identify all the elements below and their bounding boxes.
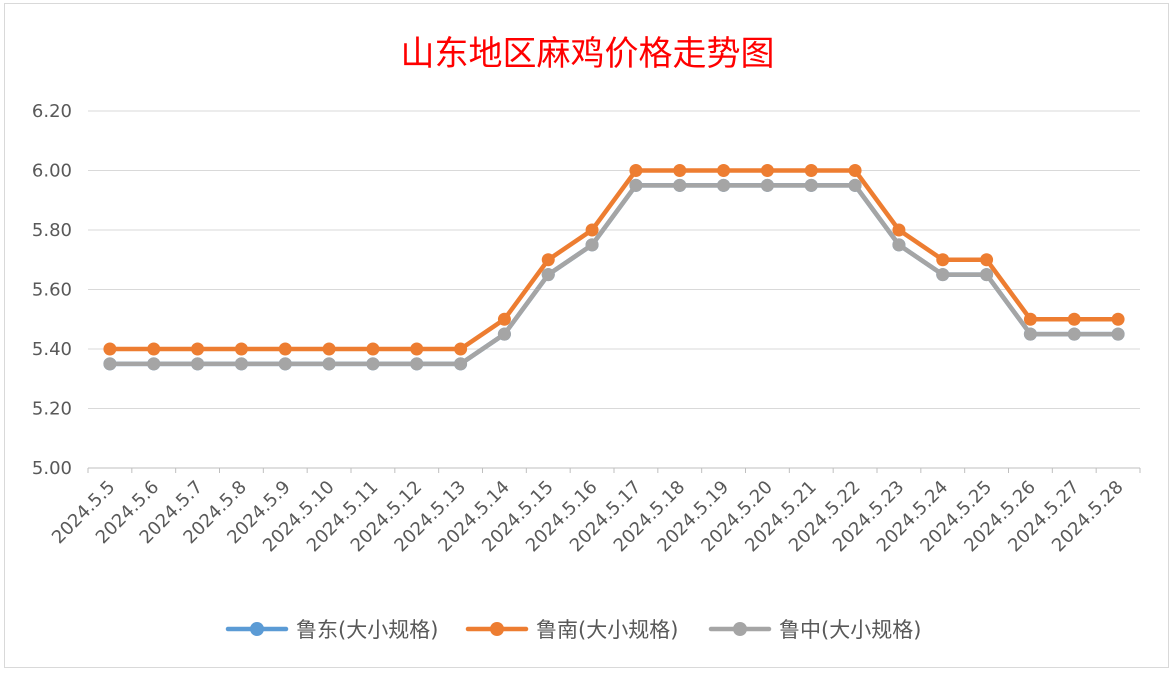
data-point	[760, 164, 774, 177]
data-point	[366, 357, 380, 371]
data-point	[322, 342, 336, 356]
data-point	[541, 253, 555, 267]
data-point	[234, 342, 248, 356]
data-point	[629, 178, 643, 192]
data-point	[234, 357, 248, 371]
data-point	[1067, 327, 1081, 341]
legend-swatch-marker	[733, 622, 747, 636]
data-point	[673, 178, 687, 192]
data-point	[804, 178, 818, 192]
data-point	[892, 238, 906, 252]
y-tick-label: 6.00	[32, 161, 72, 182]
data-point	[497, 327, 511, 341]
data-point	[629, 164, 643, 177]
data-point	[717, 178, 731, 192]
data-point	[760, 178, 774, 192]
data-point	[1111, 312, 1125, 326]
y-tick-label: 5.20	[32, 399, 72, 420]
legend-swatch-marker	[250, 622, 264, 636]
series-3	[103, 178, 1125, 371]
data-point	[191, 342, 205, 356]
data-point	[1023, 327, 1037, 341]
y-tick-label: 5.60	[32, 280, 72, 301]
data-point	[454, 342, 468, 356]
data-point	[1067, 312, 1081, 326]
data-point	[804, 164, 818, 177]
data-point	[278, 357, 292, 371]
data-point	[497, 312, 511, 326]
data-point	[1111, 327, 1125, 341]
data-point	[1023, 312, 1037, 326]
series-line	[107, 168, 1121, 352]
y-tick-label: 5.40	[32, 339, 72, 360]
data-point	[585, 223, 599, 237]
data-point	[892, 223, 906, 237]
data-point	[541, 268, 555, 282]
data-point	[980, 268, 994, 282]
data-point	[103, 357, 117, 371]
legend-label: 鲁南(大小规格)	[536, 618, 678, 642]
series-line	[107, 183, 1121, 367]
data-point	[147, 342, 161, 356]
data-point	[454, 357, 468, 371]
data-point	[717, 164, 731, 177]
data-point	[410, 357, 424, 371]
data-point	[673, 164, 687, 177]
data-point	[366, 342, 380, 356]
data-point	[410, 342, 424, 356]
y-tick-label: 5.80	[32, 220, 72, 241]
series-2	[103, 164, 1125, 356]
data-point	[936, 268, 950, 282]
data-point	[848, 178, 862, 192]
data-point	[936, 253, 950, 267]
data-point	[147, 357, 161, 371]
data-point	[103, 342, 117, 356]
data-point	[980, 253, 994, 267]
data-point	[278, 342, 292, 356]
y-tick-label: 5.00	[32, 458, 72, 479]
data-point	[191, 357, 205, 371]
data-point	[848, 164, 862, 177]
data-point	[322, 357, 336, 371]
chart-title: 山东地区麻鸡价格走势图	[400, 34, 775, 74]
y-tick-label: 6.20	[32, 101, 72, 122]
legend-swatch-marker	[490, 622, 504, 636]
chart-frame	[4, 3, 1169, 668]
data-point	[585, 238, 599, 252]
legend-label: 鲁中(大小规格)	[779, 618, 921, 642]
legend-label: 鲁东(大小规格)	[296, 618, 438, 642]
